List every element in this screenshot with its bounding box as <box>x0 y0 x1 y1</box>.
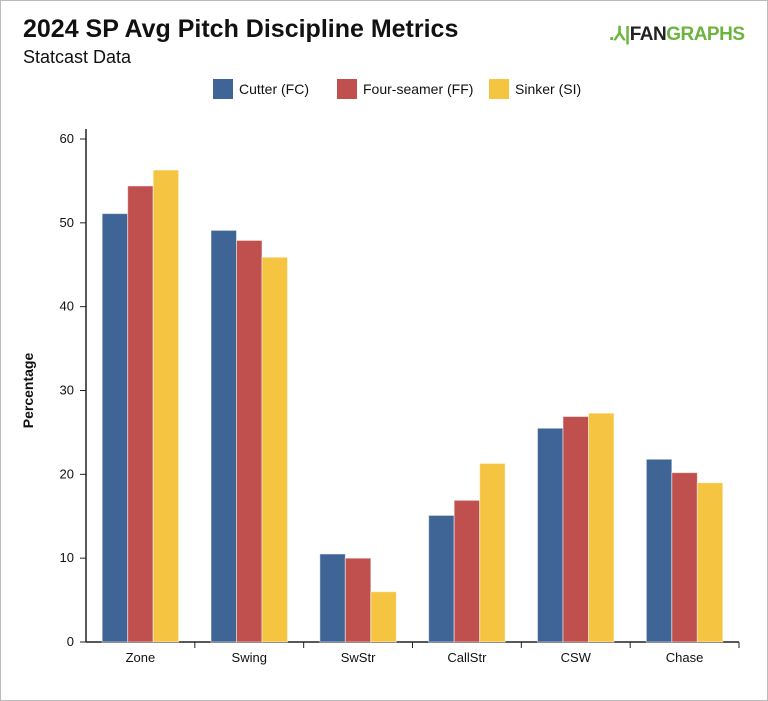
y-axis-label: Percentage <box>20 353 36 429</box>
legend-swatch <box>337 79 357 99</box>
y-tick-label: 10 <box>60 550 74 565</box>
bar-chase-1 <box>671 472 698 643</box>
x-tick-label: Chase <box>666 650 704 665</box>
y-tick-label: 60 <box>60 131 74 146</box>
bar-chase-0 <box>645 458 673 643</box>
legend-label: Sinker (SI) <box>515 81 581 97</box>
bar-swing-0 <box>210 229 237 643</box>
x-tick-label: Swing <box>232 650 267 665</box>
bar-chase-2 <box>696 482 724 643</box>
x-tick-label: Zone <box>126 650 156 665</box>
x-tick-label: SwStr <box>341 650 376 665</box>
chart-title: 2024 SP Avg Pitch Discipline Metrics <box>23 15 459 43</box>
x-tick-label: CallStr <box>447 650 487 665</box>
legend-swatch <box>489 79 509 99</box>
bar-csw-0 <box>537 427 564 643</box>
bar-callstr-1 <box>453 499 481 643</box>
legend-label: Cutter (FC) <box>239 81 309 97</box>
y-tick-label: 40 <box>60 299 74 314</box>
bar-zone-2 <box>152 169 180 643</box>
y-tick-label: 20 <box>60 466 74 481</box>
bar-callstr-0 <box>428 514 455 643</box>
bar-csw-2 <box>588 412 615 643</box>
bar-swing-2 <box>261 256 288 643</box>
bar-swing-1 <box>236 239 263 643</box>
chart-subtitle: Statcast Data <box>23 47 132 67</box>
bar-zone-0 <box>101 213 129 643</box>
x-tick-label: CSW <box>561 650 592 665</box>
bar-swstr-0 <box>319 553 346 643</box>
legend-swatch <box>213 79 233 99</box>
legend-label: Four-seamer (FF) <box>363 81 473 97</box>
bar-callstr-2 <box>479 462 506 643</box>
y-tick-label: 30 <box>60 383 74 398</box>
bar-zone-1 <box>127 185 154 643</box>
y-tick-label: 50 <box>60 215 74 230</box>
y-tick-label: 0 <box>67 634 74 649</box>
bar-swstr-2 <box>370 591 397 643</box>
bar-csw-1 <box>562 415 589 643</box>
bar-swstr-1 <box>344 557 372 643</box>
fangraphs-logo: .⅄|FANGRAPHS <box>609 24 745 45</box>
